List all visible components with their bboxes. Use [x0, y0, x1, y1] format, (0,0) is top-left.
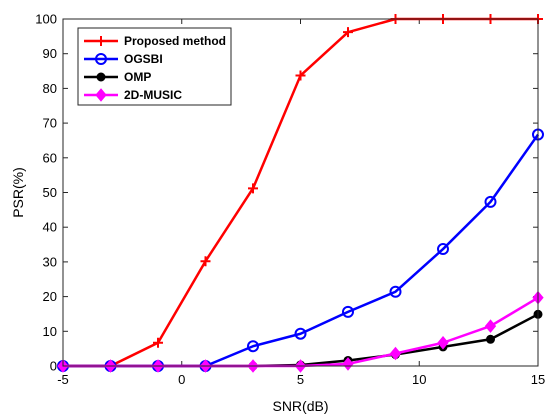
x-tick-label: -5 — [57, 372, 69, 387]
legend-label: Proposed method — [124, 34, 226, 48]
legend-item: 2D-MUSIC — [84, 88, 182, 102]
y-axis-label: PSR(%) — [10, 167, 26, 218]
y-tick-label: 40 — [43, 220, 57, 235]
data-point — [437, 335, 449, 350]
legend-marker — [96, 72, 106, 82]
data-point — [343, 27, 353, 38]
data-point — [342, 357, 354, 371]
legend-label: 2D-MUSIC — [124, 88, 182, 102]
x-tick-label: 10 — [412, 372, 426, 387]
data-point — [295, 70, 306, 81]
y-tick-label: 90 — [43, 46, 57, 61]
data-point — [437, 243, 449, 256]
y-tick-label: 0 — [50, 359, 57, 374]
y-tick-label: 70 — [43, 116, 57, 131]
data-point — [484, 195, 497, 208]
y-tick-label: 20 — [43, 289, 57, 304]
legend-marker — [95, 53, 107, 65]
legend-item: OGSBI — [84, 52, 163, 66]
y-tick-label: 50 — [43, 185, 57, 200]
x-tick-label: 5 — [297, 372, 304, 387]
legend-marker — [95, 88, 107, 102]
data-point — [247, 340, 259, 353]
data-point — [484, 319, 497, 333]
data-point — [486, 334, 495, 344]
x-tick-label: 0 — [178, 372, 185, 387]
y-tick-label: 60 — [43, 150, 57, 165]
x-tick-label: 15 — [531, 372, 545, 387]
legend-label: OMP — [124, 70, 151, 84]
data-point — [389, 346, 402, 361]
y-tick-label: 100 — [35, 12, 57, 27]
data-point — [389, 285, 402, 298]
data-point — [294, 327, 307, 340]
y-tick-label: 30 — [43, 254, 57, 269]
legend-item: OMP — [84, 70, 151, 84]
data-point — [200, 256, 211, 267]
legend-marker — [96, 36, 106, 46]
legend-label: OGSBI — [124, 52, 163, 66]
data-point — [342, 305, 354, 318]
legend: Proposed method OGSBI OMP 2D-MUSIC — [77, 27, 232, 106]
data-point — [153, 337, 163, 348]
legend-item: Proposed method — [84, 34, 226, 48]
plot-frame — [62, 18, 539, 367]
y-tick-label: 80 — [43, 81, 57, 96]
y-tick-label: 10 — [43, 324, 57, 339]
x-axis-label: SNR(dB) — [272, 398, 328, 414]
data-point — [248, 183, 258, 194]
